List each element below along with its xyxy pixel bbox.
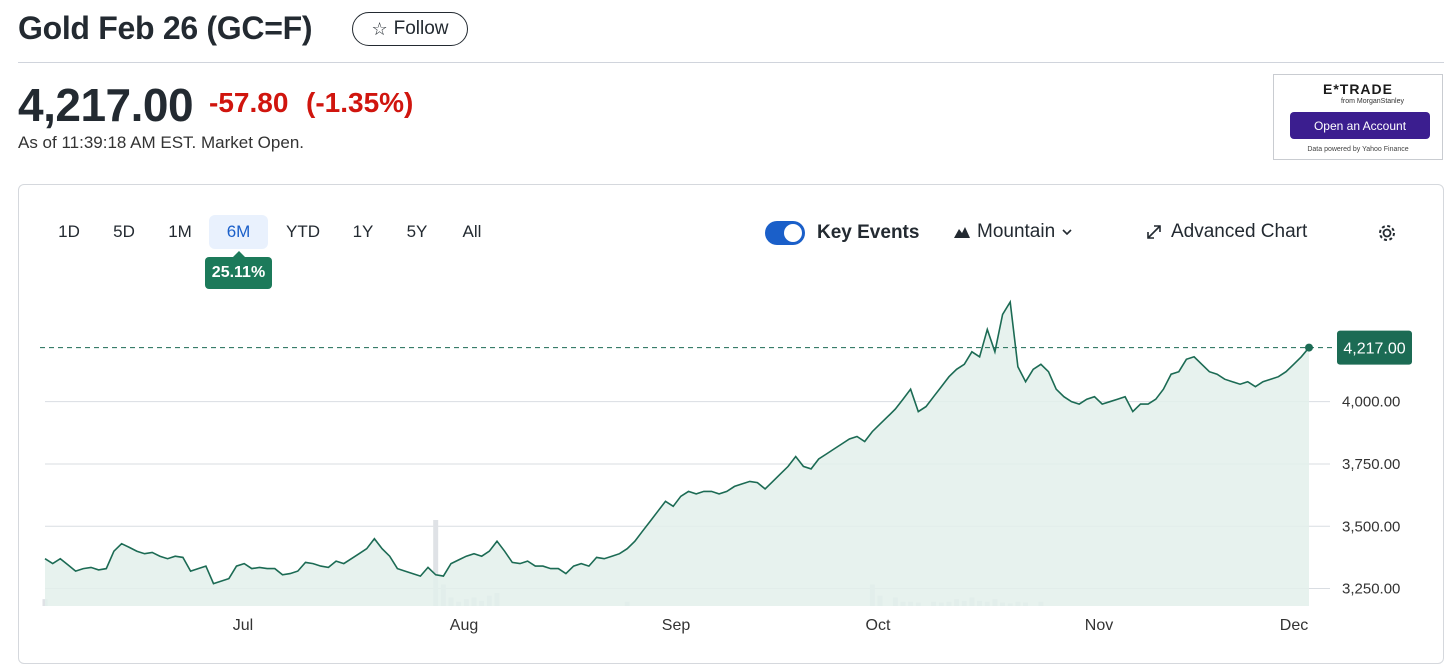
follow-label: Follow	[393, 18, 449, 39]
x-tick-label: Oct	[866, 617, 891, 634]
page-title: Gold Feb 26 (GC=F)	[18, 10, 313, 46]
range-1d[interactable]: 1D	[58, 222, 80, 241]
x-tick-label: Dec	[1280, 617, 1308, 634]
volume-bar	[433, 520, 439, 606]
header-divider	[18, 62, 1444, 63]
x-tick-label: Nov	[1085, 617, 1113, 634]
range-ytd[interactable]: YTD	[286, 222, 320, 241]
y-tick-label: 3,750.00	[1342, 456, 1400, 473]
chart-type-label: Mountain	[977, 221, 1056, 242]
range-1m[interactable]: 1M	[168, 222, 192, 241]
y-tick-label: 3,500.00	[1342, 518, 1400, 535]
key-events-label[interactable]: Key Events	[817, 222, 920, 243]
price-change-percent: (-1.35%)	[306, 87, 414, 118]
x-tick-label: Jul	[233, 617, 253, 634]
chevron-down-icon	[1062, 229, 1072, 236]
range-5y[interactable]: 5Y	[406, 222, 428, 241]
settings-gear-icon[interactable]	[1376, 222, 1398, 244]
current-price: 4,217.00	[18, 79, 194, 131]
range-all[interactable]: All	[462, 222, 482, 241]
current-price-tag-label: 4,217.00	[1343, 341, 1405, 358]
chart-type-dropdown[interactable]: Mountain	[953, 221, 1073, 243]
price-line	[44, 299, 1310, 585]
advanced-chart-button[interactable]: Advanced Chart	[1145, 221, 1307, 243]
market-status: As of 11:39:18 AM EST. Market Open.	[18, 133, 304, 152]
current-price-tag	[1337, 330, 1412, 365]
range-1y[interactable]: 1Y	[352, 222, 374, 241]
x-tick-label: Aug	[450, 617, 478, 634]
star-icon: ☆	[371, 18, 388, 39]
price-change: -57.80	[209, 87, 289, 118]
y-tick-label: 4,000.00	[1342, 394, 1400, 411]
expand-icon	[1147, 225, 1161, 239]
etrade-logo-sub: from MorganStanley	[1340, 98, 1404, 105]
key-events-toggle[interactable]	[765, 221, 805, 245]
toggle-knob	[784, 224, 802, 242]
x-tick-label: Sep	[662, 617, 691, 634]
advanced-chart-label: Advanced Chart	[1171, 221, 1308, 242]
last-point-marker	[1305, 343, 1313, 352]
range-return-badge: 25.11%	[205, 251, 272, 289]
price-area-fill	[45, 302, 1309, 606]
y-tick-label: 3,250.00	[1342, 581, 1400, 598]
follow-button[interactable]: ☆ Follow	[352, 12, 468, 46]
powered-by-text: Data powered by Yahoo Finance	[1307, 146, 1409, 153]
range-6m[interactable]: 6M	[209, 215, 268, 249]
etrade-ad[interactable]: E*TRADE from MorganStanley Open an Accou…	[1273, 74, 1443, 160]
mountain-icon	[954, 227, 970, 238]
etrade-logo: E*TRADE	[1322, 81, 1393, 97]
open-account-button[interactable]: Open an Account	[1290, 112, 1430, 139]
range-5d[interactable]: 5D	[113, 222, 135, 241]
